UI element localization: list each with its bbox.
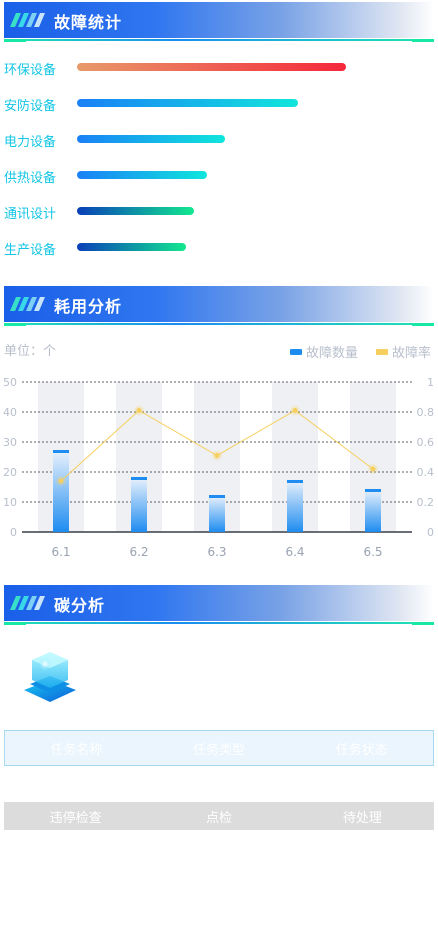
fault-row: 生产设备	[4, 239, 434, 259]
rate-point	[370, 466, 376, 472]
legend-swatch	[290, 348, 302, 355]
fault-row: 通讯设计	[4, 203, 434, 223]
fault-label: 环保设备	[4, 63, 57, 78]
y-axis-left-tick: 20	[3, 466, 17, 479]
header-underline	[4, 622, 434, 625]
unit-label: 单位：个	[4, 344, 57, 359]
table-row[interactable]: 违停检查 点检 待处理	[4, 802, 434, 830]
bar-mark	[287, 481, 303, 532]
y-axis-right-tick: 0.4	[417, 466, 435, 479]
y-axis-left-tick: 0	[10, 526, 17, 539]
fault-label: 安防设备	[4, 99, 57, 114]
y-axis-left-tick: 10	[3, 496, 17, 509]
usage-analysis-header: 耗用分析	[4, 286, 434, 326]
fault-bar	[77, 99, 298, 107]
fault-stats-header: 故障统计	[4, 2, 434, 42]
task-table-header: 任务名称 任务类型 任务状态	[4, 730, 434, 766]
section-title: 故障统计	[54, 13, 123, 32]
legend-item-rate[interactable]: 故障率	[376, 342, 431, 361]
fault-row: 供热设备	[4, 167, 434, 187]
bar-mark	[131, 478, 147, 532]
legend-item-count[interactable]: 故障数量	[290, 342, 358, 361]
x-axis-tick: 6.4	[285, 545, 304, 559]
fault-usage-chart: 0 10 20 30 40 50 0 0.2 0.4 0.6 0.8 1 6.1 6.2 6.3 6.4 6.5	[3, 376, 435, 559]
bar-cap	[131, 477, 147, 480]
y-axis-left-tick: 40	[3, 406, 17, 419]
fault-row: 电力设备	[4, 131, 434, 151]
bar-mark	[365, 490, 381, 532]
task-status-cell: 待处理	[342, 810, 382, 826]
rate-point	[214, 453, 220, 458]
fault-bar	[77, 207, 194, 215]
carbon-analysis-header: 碳分析	[4, 585, 434, 625]
x-axis-tick: 6.3	[207, 545, 226, 559]
y-axis-right-tick: 1	[427, 376, 434, 389]
slash-stripes-icon	[10, 297, 45, 311]
fault-label: 供热设备	[4, 171, 57, 186]
slash-stripes-icon	[10, 596, 45, 610]
y-axis-right-tick: 0.6	[417, 436, 435, 449]
y-axis-left-tick: 50	[3, 376, 17, 389]
fault-label: 通讯设计	[4, 207, 57, 222]
fault-row: 环保设备	[4, 59, 434, 79]
column-header-task-name[interactable]: 任务名称	[50, 742, 103, 758]
bar-cap	[209, 495, 225, 498]
legend-label: 故障率	[392, 346, 432, 361]
x-axis-tick: 6.5	[363, 545, 382, 559]
bar-mark	[209, 496, 225, 532]
bar-cap	[53, 450, 69, 453]
fault-label: 生产设备	[4, 243, 57, 258]
carbon-cube-icon	[24, 652, 76, 702]
bar-mark	[53, 451, 69, 532]
fault-bar	[77, 171, 207, 179]
fault-bar	[77, 63, 346, 71]
legend-label: 故障数量	[306, 346, 359, 361]
section-title: 碳分析	[54, 596, 106, 615]
column-header-task-status[interactable]: 任务状态	[335, 742, 388, 758]
y-axis-right-tick: 0	[427, 526, 434, 539]
header-underline	[4, 323, 434, 326]
x-axis-tick: 6.2	[129, 545, 148, 559]
section-title: 耗用分析	[54, 297, 123, 316]
task-name-cell: 违停检查	[49, 810, 102, 826]
column-header-task-type[interactable]: 任务类型	[193, 742, 246, 758]
y-axis-left-tick: 30	[3, 436, 17, 449]
header-underline	[4, 39, 434, 42]
rate-point	[136, 408, 142, 413]
fault-label: 电力设备	[4, 135, 57, 150]
y-axis-right-tick: 0.8	[417, 406, 435, 419]
fault-bar	[77, 135, 225, 143]
bar-cap	[287, 480, 303, 483]
task-type-cell: 点检	[205, 810, 232, 826]
rate-point	[292, 408, 298, 413]
fault-row: 安防设备	[4, 95, 434, 115]
bar-cap	[365, 489, 381, 492]
rate-point	[58, 478, 64, 484]
slash-stripes-icon	[10, 13, 45, 27]
fault-bar	[77, 243, 186, 251]
y-axis-right-tick: 0.2	[417, 496, 435, 509]
legend-swatch	[376, 348, 388, 355]
x-axis-tick: 6.1	[51, 545, 70, 559]
